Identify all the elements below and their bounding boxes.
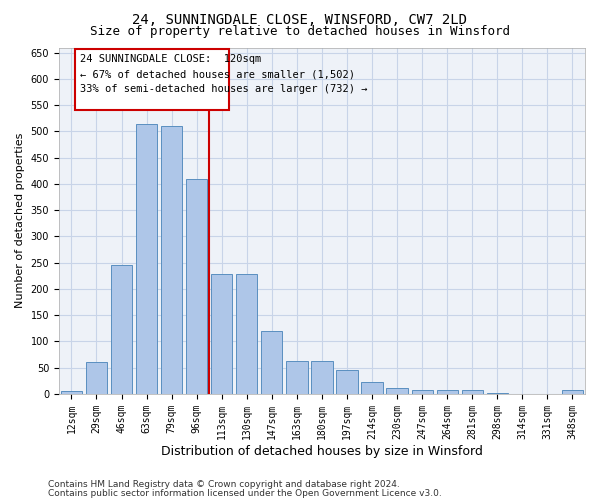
Bar <box>412 390 433 394</box>
Bar <box>186 178 208 394</box>
Bar <box>361 382 383 394</box>
Bar <box>461 390 483 394</box>
Bar <box>86 362 107 394</box>
Bar <box>111 266 132 394</box>
Text: Contains public sector information licensed under the Open Government Licence v3: Contains public sector information licen… <box>48 488 442 498</box>
Bar <box>286 361 308 394</box>
Text: 33% of semi-detached houses are larger (732) →: 33% of semi-detached houses are larger (… <box>80 84 368 94</box>
Bar <box>337 370 358 394</box>
Bar <box>236 274 257 394</box>
Bar <box>211 274 232 394</box>
Bar <box>61 392 82 394</box>
Bar <box>487 393 508 394</box>
Text: Size of property relative to detached houses in Winsford: Size of property relative to detached ho… <box>90 25 510 38</box>
Bar <box>161 126 182 394</box>
Text: ← 67% of detached houses are smaller (1,502): ← 67% of detached houses are smaller (1,… <box>80 70 355 80</box>
Bar <box>136 124 157 394</box>
Text: Contains HM Land Registry data © Crown copyright and database right 2024.: Contains HM Land Registry data © Crown c… <box>48 480 400 489</box>
Y-axis label: Number of detached properties: Number of detached properties <box>15 133 25 308</box>
Bar <box>261 331 283 394</box>
Text: 24 SUNNINGDALE CLOSE:  120sqm: 24 SUNNINGDALE CLOSE: 120sqm <box>80 54 262 64</box>
Bar <box>437 390 458 394</box>
X-axis label: Distribution of detached houses by size in Winsford: Distribution of detached houses by size … <box>161 444 483 458</box>
FancyBboxPatch shape <box>75 48 229 110</box>
Bar <box>386 388 408 394</box>
Bar <box>311 361 332 394</box>
Bar <box>562 390 583 394</box>
Text: 24, SUNNINGDALE CLOSE, WINSFORD, CW7 2LD: 24, SUNNINGDALE CLOSE, WINSFORD, CW7 2LD <box>133 12 467 26</box>
